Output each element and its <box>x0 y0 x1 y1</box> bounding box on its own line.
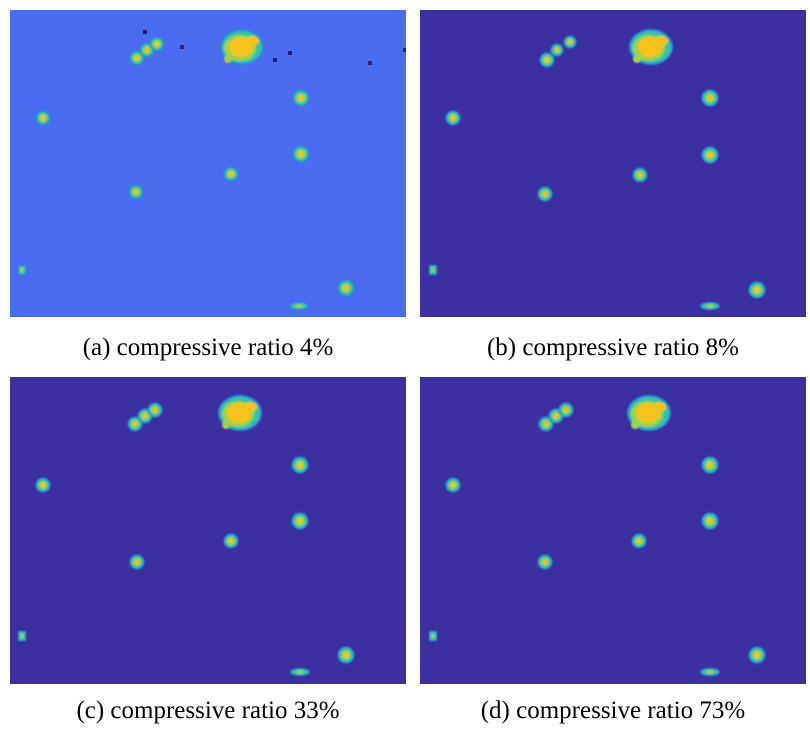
heatmap-b-svg <box>420 10 806 317</box>
hotspot-c-1 <box>218 395 262 431</box>
hotspot-b-9 <box>748 281 766 299</box>
hotspot-c-2 <box>127 402 163 432</box>
noise-speck-3 <box>288 51 292 55</box>
noise-speck-2 <box>180 45 184 49</box>
hotspot-a-10 <box>289 302 309 310</box>
noise-speck-4 <box>273 58 277 62</box>
hotspot-a-5 <box>292 145 310 163</box>
hotspot-d-6 <box>631 533 647 549</box>
caption-c: (c) compressive ratio 33% <box>76 697 340 724</box>
hotspot-b-1 <box>629 29 673 65</box>
panel-a-heatmap <box>10 10 406 317</box>
panel-b-heatmap <box>420 10 806 317</box>
panel-d-heatmap <box>420 377 806 684</box>
hotspot-a-2 <box>129 36 165 66</box>
hotspot-c-4 <box>35 477 51 493</box>
noise-speck-5 <box>403 48 406 52</box>
hotspot-d-2 <box>538 402 574 432</box>
hotspot-c-7 <box>129 554 145 570</box>
hotspot-b-8 <box>429 265 437 275</box>
hotspot-d-8 <box>429 631 437 641</box>
hotspot-b-2 <box>539 35 577 68</box>
hotspot-a-8 <box>18 265 26 275</box>
heatmap-c-svg <box>10 377 406 684</box>
heatmap-d-svg <box>420 377 806 684</box>
hotspot-d-5 <box>701 512 719 530</box>
hotspot-d-10 <box>700 668 720 676</box>
heatmap-background <box>420 10 806 317</box>
hotspot-b-6 <box>632 167 648 183</box>
hotspot-b-7 <box>537 186 553 202</box>
hotspot-d-1 <box>627 395 671 431</box>
heatmap-background <box>420 377 806 684</box>
panel-c-heatmap <box>10 377 406 684</box>
hotspot-c-6 <box>223 533 239 549</box>
hotspot-b-4 <box>445 110 461 126</box>
hotspot-c-8 <box>18 631 26 641</box>
hotspot-a-4 <box>35 110 51 126</box>
heatmap-background <box>10 10 406 317</box>
hotspot-a-1 <box>220 29 264 65</box>
caption-d: (d) compressive ratio 73% <box>480 697 746 724</box>
hotspot-d-3 <box>701 456 719 474</box>
hotspot-d-9 <box>748 646 766 664</box>
hotspot-a-9 <box>337 279 355 297</box>
hotspot-c-5 <box>291 512 309 530</box>
caption-b: (b) compressive ratio 8% <box>486 334 739 361</box>
hotspot-d-4 <box>445 477 461 493</box>
hotspot-a-7 <box>128 184 144 200</box>
hotspot-c-3 <box>291 456 309 474</box>
hotspot-b-10 <box>700 302 720 310</box>
hotspot-a-3 <box>292 89 310 107</box>
hotspot-c-9 <box>337 646 355 664</box>
hotspot-b-5 <box>701 146 719 164</box>
hotspot-c-10 <box>290 668 310 676</box>
hotspot-d-7 <box>537 554 553 570</box>
hotspot-b-3 <box>701 89 719 107</box>
noise-speck-6 <box>368 61 372 65</box>
caption-a: (a) compressive ratio 4% <box>82 334 334 361</box>
heatmap-background <box>10 377 406 684</box>
hotspot-a-6 <box>223 166 239 182</box>
heatmap-a-svg <box>10 10 406 317</box>
noise-speck-1 <box>143 30 147 34</box>
